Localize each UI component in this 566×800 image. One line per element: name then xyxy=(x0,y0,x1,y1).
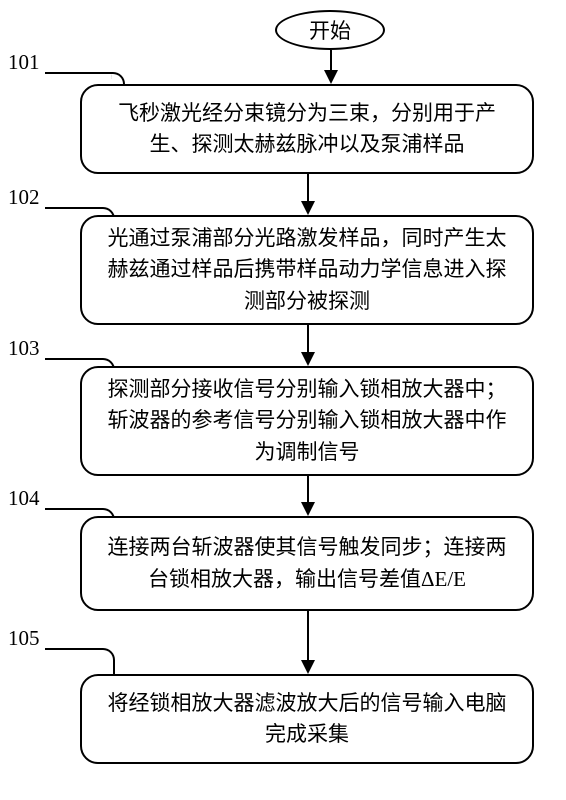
step-101-text: 飞秒激光经分束镜分为三束，分别用于产生、探测太赫兹脉冲以及泵浦样品 xyxy=(102,98,512,161)
step-105-box: 将经锁相放大器滤波放大后的信号输入电脑完成采集 xyxy=(80,674,534,764)
step-105-label: 105 xyxy=(8,626,40,651)
step-105-text: 将经锁相放大器滤波放大后的信号输入电脑完成采集 xyxy=(102,688,512,751)
step-102-label: 102 xyxy=(8,185,40,210)
flowchart-canvas: 开始 101 飞秒激光经分束镜分为三束，分别用于产生、探测太赫兹脉冲以及泵浦样品… xyxy=(0,0,566,800)
step-103-box: 探测部分接收信号分别输入锁相放大器中；斩波器的参考信号分别输入锁相放大器中作为调… xyxy=(80,366,534,476)
step-105-lead-line xyxy=(45,648,103,650)
step-101-label: 101 xyxy=(8,50,40,75)
step-102-text: 光通过泵浦部分光路激发样品，同时产生太赫兹通过样品后携带样品动力学信息进入探测部… xyxy=(102,223,512,318)
start-label: 开始 xyxy=(309,15,351,45)
step-104-lead-line xyxy=(45,508,103,510)
start-node: 开始 xyxy=(275,10,385,50)
step-102-lead-line xyxy=(45,207,103,209)
step-102-box: 光通过泵浦部分光路激发样品，同时产生太赫兹通过样品后携带样品动力学信息进入探测部… xyxy=(80,215,534,325)
step-103-lead-line xyxy=(45,358,103,360)
step-104-label: 104 xyxy=(8,486,40,511)
step-101-lead-line xyxy=(45,72,113,74)
step-103-label: 103 xyxy=(8,336,40,361)
step-101-box: 飞秒激光经分束镜分为三束，分别用于产生、探测太赫兹脉冲以及泵浦样品 xyxy=(80,84,534,174)
step-104-text: 连接两台斩波器使其信号触发同步；连接两台锁相放大器，输出信号差值ΔE/E xyxy=(102,532,512,595)
step-103-text: 探测部分接收信号分别输入锁相放大器中；斩波器的参考信号分别输入锁相放大器中作为调… xyxy=(102,374,512,469)
step-104-box: 连接两台斩波器使其信号触发同步；连接两台锁相放大器，输出信号差值ΔE/E xyxy=(80,516,534,611)
